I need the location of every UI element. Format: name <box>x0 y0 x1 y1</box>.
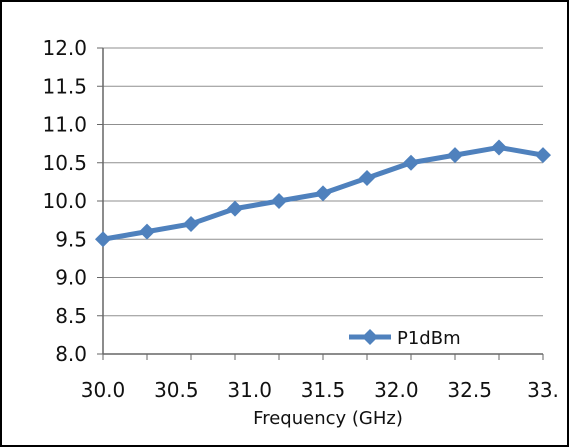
y-tick-label: 10.5 <box>42 151 87 175</box>
data-point <box>227 200 243 217</box>
data-point <box>491 139 507 156</box>
y-tick-label: 8.0 <box>55 342 87 366</box>
legend-label: P1dBm <box>397 328 461 349</box>
x-tick-label: 33. <box>527 378 559 402</box>
y-tick-label: 11.0 <box>42 113 87 137</box>
y-tick-label: 10.0 <box>42 189 87 213</box>
data-point <box>315 185 331 202</box>
y-tick-label: 12.0 <box>42 36 87 60</box>
data-point <box>95 231 111 248</box>
x-tick-label: 32.5 <box>447 378 492 402</box>
data-point <box>271 193 287 209</box>
data-point <box>447 147 463 164</box>
data-point <box>535 147 551 164</box>
data-point <box>139 223 155 240</box>
series-layer <box>95 139 551 248</box>
legend-marker <box>362 329 378 345</box>
data-point <box>359 170 375 187</box>
x-tick-label: 32.0 <box>374 378 419 402</box>
y-tick-label: 9.5 <box>55 227 87 251</box>
x-axis-ticks: 30.0 30.5 31.0 31.5 32.0 32.5 33. <box>81 354 559 402</box>
y-axis-ticks: 12.0 11.5 11.0 10.5 10.0 9.5 9.0 8.5 8.0 <box>42 36 103 366</box>
x-tick-label: 31.0 <box>227 378 272 402</box>
y-tick-label: 11.5 <box>42 74 87 98</box>
data-point <box>183 215 199 232</box>
data-point <box>403 154 419 171</box>
legend: P1dBm <box>349 328 461 349</box>
y-tick-label: 8.5 <box>55 304 87 328</box>
x-tick-label: 30.5 <box>154 378 199 402</box>
x-tick-label: 31.5 <box>301 378 346 402</box>
x-tick-label: 30.0 <box>81 378 126 402</box>
x-axis-label: Frequency (GHz) <box>253 408 403 429</box>
y-tick-label: 9.0 <box>55 266 87 290</box>
